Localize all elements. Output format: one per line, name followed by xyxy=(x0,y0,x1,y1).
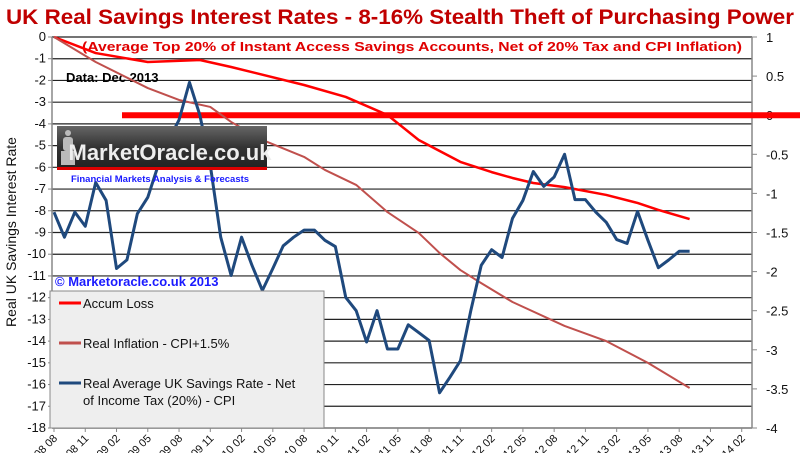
x-tick-label: 2008 11 xyxy=(55,433,91,453)
x-tick-label: 2013 05 xyxy=(617,433,654,453)
y-tick-label: -4 xyxy=(34,116,46,131)
y2-tick-label: -1.5 xyxy=(766,226,788,241)
logo-text: MarketOracle.co.uk xyxy=(69,140,273,165)
y-tick-label: -9 xyxy=(34,225,46,240)
chart-subtitle: (Average Top 20% of Instant Access Savin… xyxy=(82,39,742,54)
statue-icon xyxy=(61,130,75,165)
x-tick-label: 2012 02 xyxy=(461,433,498,453)
series-accum-loss xyxy=(53,35,690,221)
x-tick-label: 2012 08 xyxy=(524,433,561,453)
x-tick-label: 2009 05 xyxy=(117,433,154,453)
x-tick-label: 2010 08 xyxy=(274,433,311,453)
y2-tick-label: 0.5 xyxy=(766,69,784,84)
y-axis-label: Real UK Savings Interest Rate xyxy=(3,137,19,327)
y-tick-label: -17 xyxy=(27,398,46,413)
x-tick-label: 2010 11 xyxy=(305,433,341,453)
x-tick-label: 2009 08 xyxy=(149,433,186,453)
y2-tick-label: -4 xyxy=(766,421,778,436)
x-tick-label: 2012 05 xyxy=(492,433,529,453)
legend-label-real-inflation: Real Inflation - CPI+1.5% xyxy=(83,336,230,351)
y-tick-label: -2 xyxy=(34,72,46,87)
left-axis-ticks: 0 -1 -2 -3 -4 -5 -6 -7 -8 -9 -10 -11 -12 -13 -14 -15 -16… xyxy=(27,29,52,435)
data-date-annotation: Data: Dec 2013 xyxy=(66,70,159,85)
x-tick-label: 2011 05 xyxy=(368,433,404,453)
x-tick-label: 2011 02 xyxy=(337,433,373,453)
marketoracle-logo: MarketOracle.co.uk Financial Markets Ana… xyxy=(57,126,272,185)
x-tick-label: 2009 02 xyxy=(86,433,123,453)
y-tick-label: -15 xyxy=(27,355,46,370)
y2-tick-label: 1 xyxy=(766,30,773,45)
y2-tick-label: -3.5 xyxy=(766,382,788,397)
y2-tick-label: -2.5 xyxy=(766,304,788,319)
y-tick-label: -7 xyxy=(34,181,46,196)
y-tick-label: -18 xyxy=(27,420,46,435)
y-tick-label: -12 xyxy=(27,290,46,305)
legend: Accum Loss Real Inflation - CPI+1.5% Rea… xyxy=(49,290,325,429)
y2-tick-label: -1 xyxy=(766,186,778,201)
y-tick-label: -16 xyxy=(27,377,46,392)
y-tick-label: -3 xyxy=(34,94,46,109)
y-tick-label: -5 xyxy=(34,138,46,153)
x-tick-label: 2013 02 xyxy=(586,433,623,453)
x-tick-label: 2013 11 xyxy=(681,433,717,453)
x-tick-label: 2013 08 xyxy=(649,433,686,453)
x-tick-label: 2014 02 xyxy=(711,433,748,453)
x-tick-label: 2012 11 xyxy=(556,433,592,453)
y-tick-label: -11 xyxy=(28,268,46,283)
y-tick-label: -1 xyxy=(34,51,46,66)
y-tick-label: -6 xyxy=(34,159,46,174)
legend-label-accum-loss: Accum Loss xyxy=(83,296,154,311)
chart-title: UK Real Savings Interest Rates - 8-16% S… xyxy=(6,6,794,29)
y-tick-label: -8 xyxy=(34,203,46,218)
x-tick-label: 2010 05 xyxy=(242,433,279,453)
y-tick-label: -10 xyxy=(27,246,46,261)
y2-tick-label: -2 xyxy=(766,265,778,280)
y-tick-label: -13 xyxy=(27,311,46,326)
x-tick-label: 2010 02 xyxy=(211,433,248,453)
y2-tick-label: -0.5 xyxy=(766,147,788,162)
copyright-text: © Marketoracle.co.uk 2013 xyxy=(55,274,219,289)
logo-tagline: Financial Markets Analysis & Forecasts xyxy=(71,174,249,185)
x-tick-label: 2008 08 xyxy=(24,433,61,453)
x-tick-label: 2011 08 xyxy=(399,433,435,453)
legend-label-savings-rate: Real Average UK Savings Rate - Net of Inc… xyxy=(83,376,296,408)
y2-tick-label: -3 xyxy=(766,343,778,358)
y-tick-label: 0 xyxy=(39,29,46,44)
x-tick-label: 2011 11 xyxy=(431,433,466,453)
y-tick-label: -14 xyxy=(27,333,46,348)
x-tick-label: 2009 11 xyxy=(180,433,216,453)
right-axis-ticks: 10.50-0.5-1-1.5-2-2.5-3-3.5-4 xyxy=(752,30,788,436)
